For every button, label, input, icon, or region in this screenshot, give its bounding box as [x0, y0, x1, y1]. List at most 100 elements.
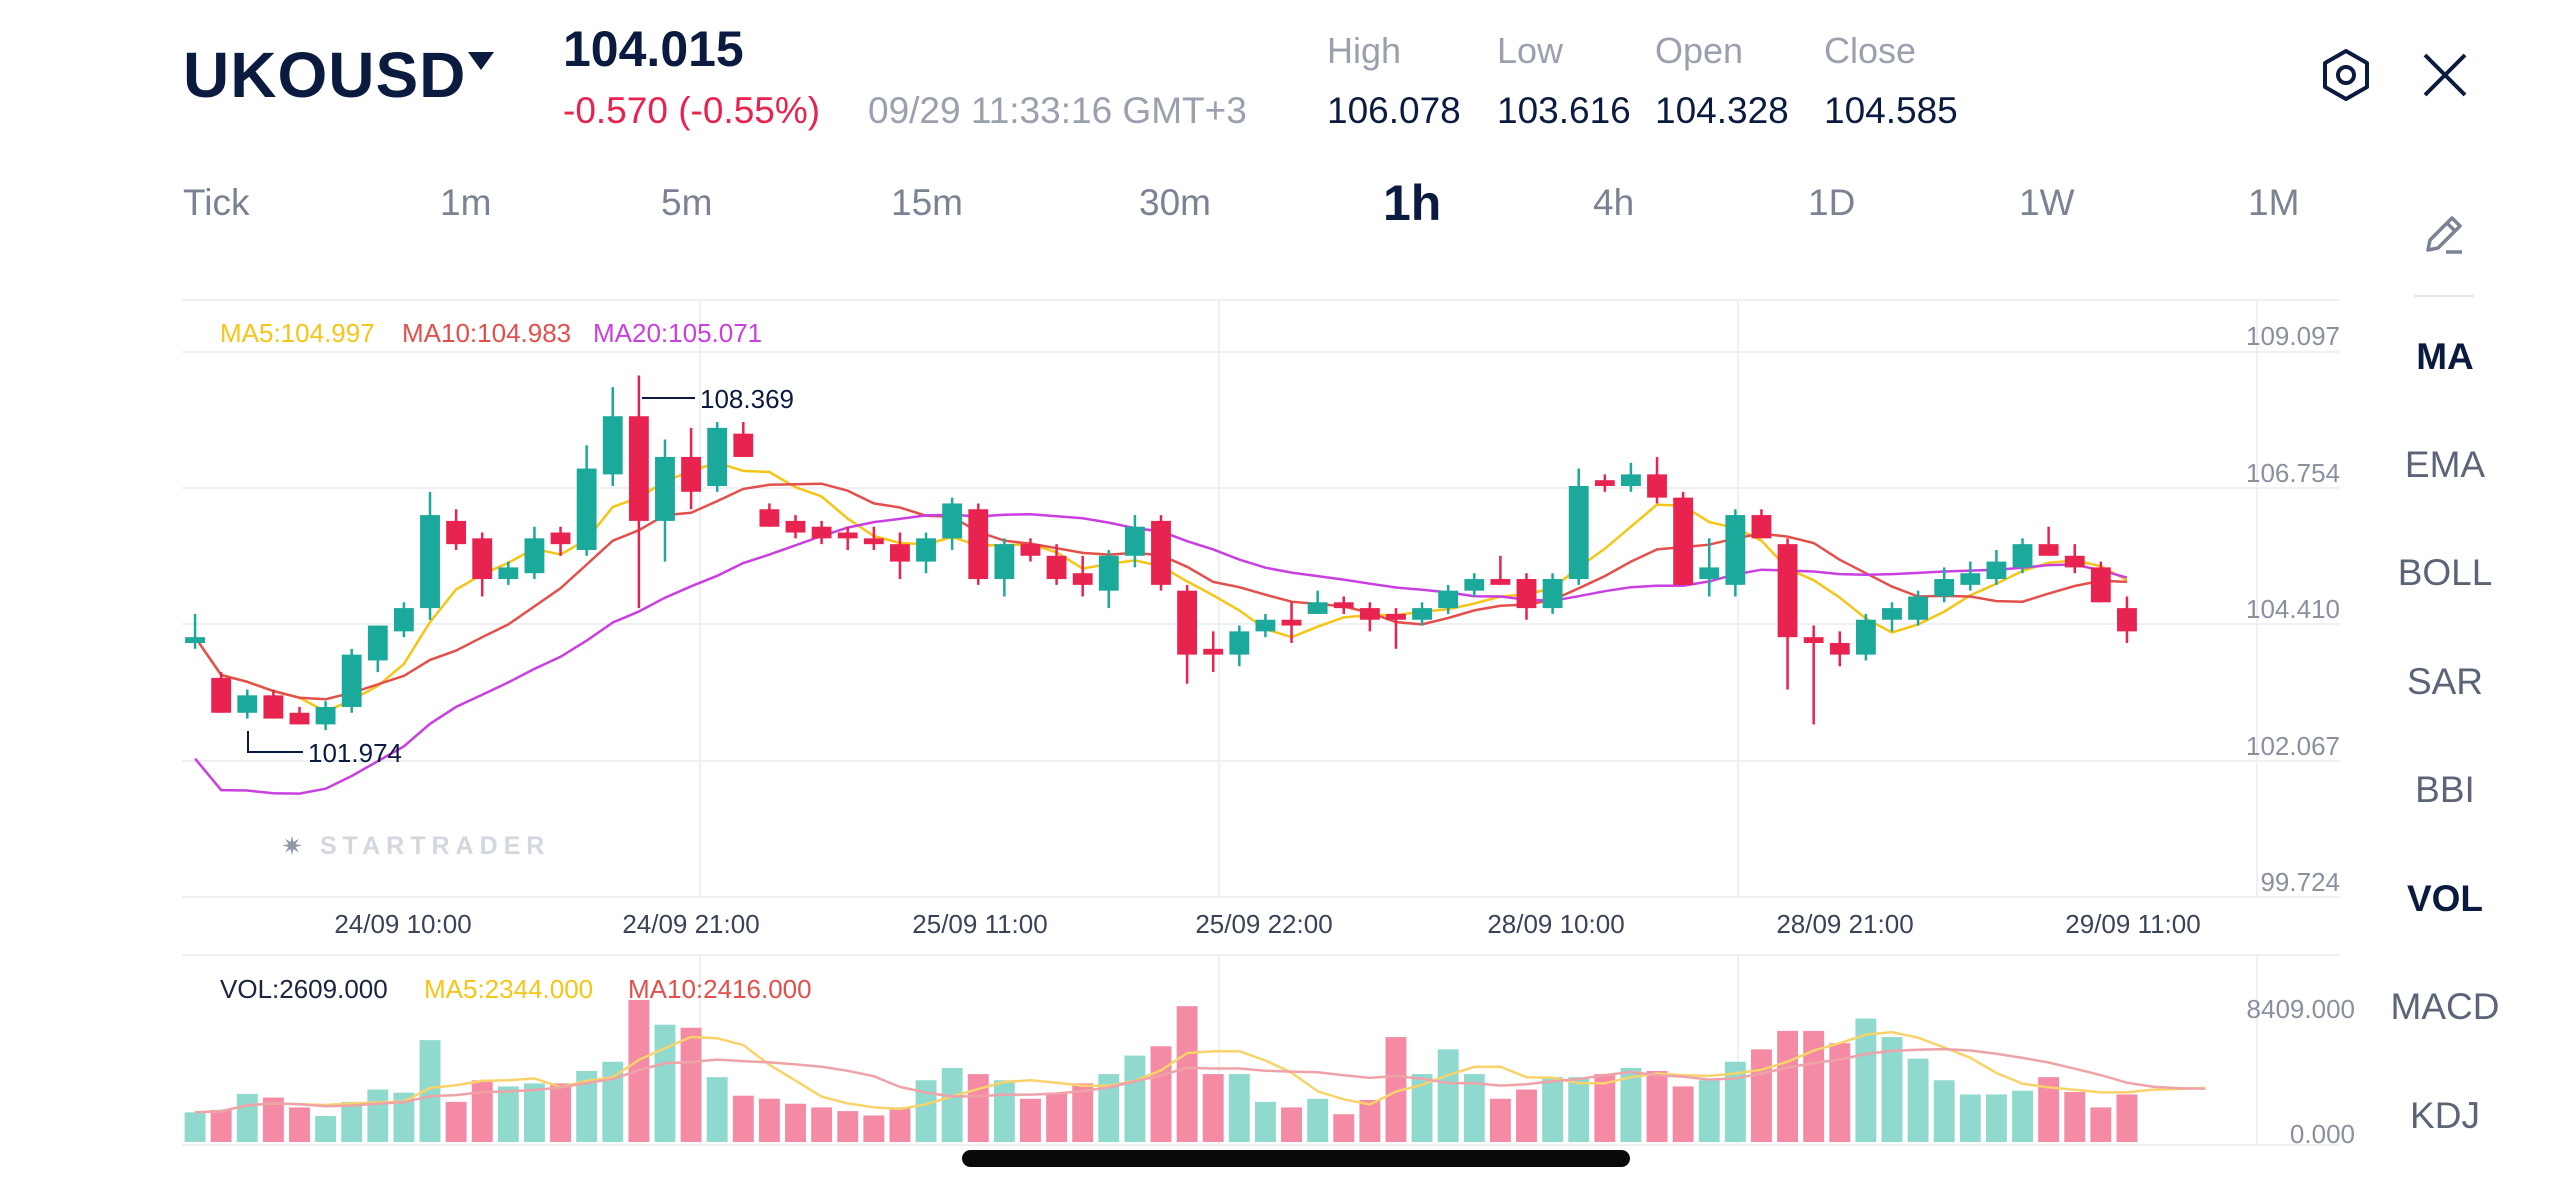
symbol-dropdown-icon[interactable]	[468, 52, 494, 70]
volume-bar	[289, 1107, 310, 1142]
timeframe-30m[interactable]: 30m	[1139, 182, 1211, 223]
volume-bar	[2090, 1107, 2112, 1142]
candle-body	[1829, 642, 1850, 655]
volume-bar	[1124, 1055, 1146, 1142]
low-marker-line	[247, 731, 303, 753]
candle-body	[1751, 515, 1772, 539]
candle-body	[707, 427, 728, 487]
volume-bar	[680, 1027, 702, 1142]
candle-body	[994, 544, 1015, 580]
volume-bar	[1333, 1114, 1355, 1142]
candle-body	[211, 677, 232, 713]
indicator-bbi[interactable]: BBI	[2415, 769, 2475, 810]
candle-body	[1516, 579, 1537, 609]
volume-bar	[1724, 1061, 1746, 1142]
y-tick-label: 106.754	[2246, 458, 2340, 488]
volume-bar	[1385, 1037, 1407, 1142]
indicator-vol[interactable]: VOL	[2406, 878, 2484, 919]
candle-body	[628, 416, 649, 521]
timeframe-1m[interactable]: 1m	[440, 182, 492, 223]
settings-icon[interactable]	[2318, 47, 2374, 103]
candle-body	[446, 520, 467, 545]
volume-bar	[2012, 1090, 2033, 1142]
candle-body	[1882, 608, 1902, 620]
candlesticks	[185, 375, 2137, 731]
candle-body	[524, 538, 545, 574]
watermark-text: STARTRADER	[320, 832, 550, 860]
indicator-ema[interactable]: EMA	[2404, 444, 2486, 485]
volume-bar	[419, 1040, 441, 1142]
timeframe-tick[interactable]: Tick	[183, 182, 250, 223]
volume-bar	[1307, 1098, 1329, 1142]
volume-bar	[2116, 1094, 2138, 1142]
volume-bar	[236, 1093, 258, 1142]
chart-area[interactable]: ✷ STARTRADER MA5:104.997 MA10:104.983 MA…	[0, 0, 2380, 1150]
candle-body	[1151, 520, 1171, 585]
candle-body	[1620, 474, 1641, 487]
close-icon[interactable]	[2420, 50, 2470, 100]
candle-body	[1986, 561, 2007, 580]
volume-bar	[811, 1107, 833, 1142]
volume-bar	[445, 1101, 467, 1142]
candle-body	[942, 503, 963, 539]
candle-body	[263, 695, 284, 719]
vol-y-tick-label: 0.000	[2290, 1119, 2355, 1149]
volume-bar	[471, 1080, 493, 1142]
candle-body	[1908, 596, 1929, 620]
volume-bar	[184, 1112, 206, 1142]
volume-bar	[1516, 1089, 1537, 1142]
current-price: 104.015	[563, 21, 744, 77]
candle-body	[289, 712, 310, 725]
timeframe-1d[interactable]: 1D	[1808, 182, 1856, 223]
indicator-macd[interactable]: MACD	[2390, 986, 2500, 1027]
x-tick-label: 25/09 11:00	[912, 909, 1047, 939]
volume-bar	[1046, 1092, 1068, 1142]
price-change: -0.570 (-0.55%)	[563, 90, 821, 131]
candle-body	[1124, 526, 1145, 556]
volume-bar	[1281, 1107, 1302, 1142]
candle-body	[1594, 480, 1615, 487]
candle-body	[1020, 544, 1041, 556]
timeframe-15m[interactable]: 15m	[891, 182, 963, 223]
indicator-ma[interactable]: MA	[2416, 336, 2474, 377]
volume-bar	[602, 1061, 624, 1142]
candle-body	[1855, 619, 1876, 655]
volume-bar	[993, 1080, 1015, 1142]
indicator-kdj[interactable]: KDJ	[2410, 1095, 2480, 1136]
indicator-boll[interactable]: BOLL	[2397, 552, 2493, 593]
candle-body	[1177, 590, 1198, 655]
volume-bar	[1072, 1083, 1094, 1142]
timeframe-1month[interactable]: 1M	[2248, 182, 2300, 223]
volume-bar	[1959, 1094, 1981, 1142]
candle-body	[785, 520, 806, 533]
symbol-title[interactable]: UKOUSD	[183, 39, 467, 111]
volume-bar	[315, 1116, 337, 1142]
candle-body	[1438, 590, 1459, 609]
volume-bar	[523, 1083, 545, 1142]
candle-body	[1412, 608, 1432, 620]
timeframe-1h[interactable]: 1h	[1383, 175, 1442, 231]
timeframe-5m[interactable]: 5m	[661, 182, 713, 223]
volume-bar	[785, 1103, 806, 1142]
vol-y-tick-label: 8409.000	[2247, 994, 2355, 1024]
volume-bar	[1751, 1049, 1772, 1142]
timeframe-4h[interactable]: 4h	[1593, 182, 1635, 223]
candle-body	[1255, 619, 1276, 632]
x-tick-label: 24/09 21:00	[622, 909, 759, 939]
pencil-icon[interactable]	[2420, 210, 2468, 258]
candle-body	[968, 509, 989, 580]
close-value: 104.585	[1824, 90, 1958, 131]
timeframe-1w[interactable]: 1W	[2019, 182, 2075, 223]
volume-bars	[184, 1000, 2138, 1142]
volume-bar	[863, 1115, 885, 1142]
volume-bar	[1620, 1067, 1642, 1142]
candle-body	[550, 532, 571, 545]
candle-body	[1803, 637, 1824, 643]
candle-body	[2038, 544, 2059, 556]
volume-bar	[1698, 1080, 1720, 1142]
candle-body	[733, 433, 754, 457]
volume-bar	[706, 1077, 728, 1142]
high-marker-label: 108.369	[700, 384, 794, 414]
indicator-sar[interactable]: SAR	[2406, 661, 2484, 702]
candle-body	[1307, 602, 1328, 614]
